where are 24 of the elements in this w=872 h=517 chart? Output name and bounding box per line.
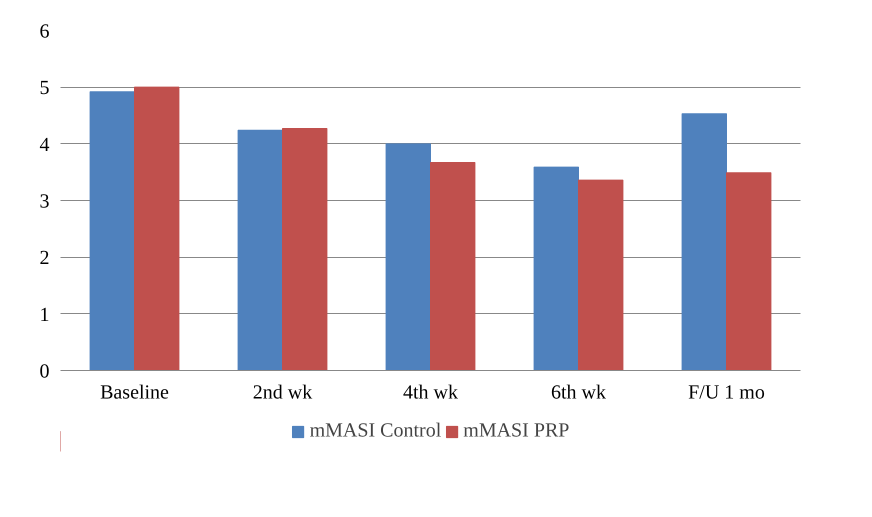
y-tick-label: 3 bbox=[40, 190, 50, 212]
y-tick-label: 4 bbox=[40, 134, 50, 156]
bar bbox=[578, 180, 624, 370]
bar bbox=[534, 166, 579, 370]
bar bbox=[726, 172, 772, 370]
y-tick-label: 5 bbox=[40, 77, 50, 100]
bar bbox=[386, 143, 431, 370]
bar bbox=[282, 128, 328, 370]
x-tick-label: 2nd wk bbox=[252, 382, 312, 404]
y-tick-label: 6 bbox=[40, 20, 50, 42]
legend-label: mMASI PRP bbox=[463, 420, 570, 442]
bar bbox=[682, 113, 727, 370]
x-tick-label: F/U 1 mo bbox=[688, 382, 765, 404]
y-tick-label: 1 bbox=[40, 304, 50, 326]
x-tick-label: 6th wk bbox=[551, 382, 606, 404]
x-tick-label: 4th wk bbox=[403, 382, 458, 404]
x-tick-label: Baseline bbox=[100, 382, 170, 404]
y-tick-label: 2 bbox=[40, 247, 50, 270]
bar bbox=[430, 162, 476, 370]
y-tick-label: 0 bbox=[40, 360, 50, 382]
bar bbox=[134, 86, 180, 370]
bar bbox=[90, 91, 135, 370]
legend-label: mMASI Control bbox=[310, 420, 442, 442]
bar bbox=[238, 130, 283, 370]
